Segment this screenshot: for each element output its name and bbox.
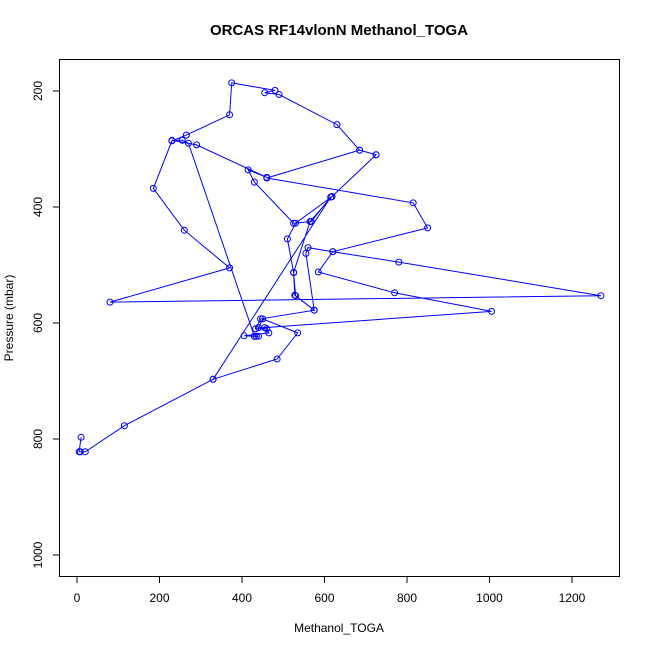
y-tick-label: 800 <box>31 429 45 449</box>
data-point <box>82 449 88 455</box>
data-point <box>274 356 280 362</box>
data-point <box>183 132 189 138</box>
data-point <box>264 174 270 180</box>
data-point <box>291 270 297 276</box>
data-point <box>194 142 200 148</box>
data-point <box>291 220 297 226</box>
data-point <box>245 167 251 173</box>
data-point <box>251 179 257 185</box>
data-point <box>425 225 431 231</box>
data-point <box>311 307 317 313</box>
data-point <box>284 236 290 242</box>
data-point <box>251 333 257 339</box>
data-point <box>392 290 398 296</box>
data-point <box>107 299 113 305</box>
data-point <box>229 80 235 86</box>
data-point <box>305 245 311 251</box>
data-point <box>330 249 336 255</box>
x-tick-label: 200 <box>149 591 169 605</box>
series-line <box>79 83 601 452</box>
data-point <box>227 112 233 118</box>
x-tick-label: 0 <box>74 591 81 605</box>
data-point <box>303 250 309 256</box>
data-point <box>315 269 321 275</box>
y-axis: 200 400 600 800 1000 <box>31 81 60 569</box>
data-point <box>598 293 604 299</box>
data-point <box>334 122 340 128</box>
y-tick-label: 1000 <box>31 541 45 568</box>
data-point <box>181 227 187 233</box>
x-tick-label: 800 <box>397 591 417 605</box>
data-point <box>373 152 379 158</box>
data-point <box>78 434 84 440</box>
data-point <box>227 265 233 271</box>
data-point <box>179 137 185 143</box>
data-point <box>357 147 363 153</box>
x-axis-label: Methanol_TOGA <box>294 621 384 635</box>
data-point <box>241 333 247 339</box>
data-point <box>210 376 216 382</box>
data-point <box>295 330 301 336</box>
y-tick-label: 600 <box>31 313 45 333</box>
x-tick-label: 600 <box>314 591 334 605</box>
data-point <box>396 259 402 265</box>
data-point <box>185 140 191 146</box>
data-point <box>489 308 495 314</box>
chart-title: ORCAS RF14vlonN Methanol_TOGA <box>210 22 468 39</box>
data-point <box>258 316 264 322</box>
series-layer <box>76 80 604 455</box>
y-tick-label: 200 <box>31 81 45 101</box>
data-point <box>169 137 175 143</box>
data-point <box>293 293 299 299</box>
data-point <box>121 423 127 429</box>
plot-area <box>60 60 620 577</box>
y-axis-label: Pressure (mbar) <box>2 275 16 362</box>
x-axis: 0 200 400 600 800 1000 1200 <box>74 577 586 606</box>
x-tick-label: 1200 <box>559 591 586 605</box>
data-point <box>253 326 259 332</box>
data-point <box>262 90 268 96</box>
x-tick-label: 400 <box>232 591 252 605</box>
data-point <box>308 219 314 225</box>
x-tick-label: 1000 <box>476 591 503 605</box>
y-tick-label: 400 <box>31 197 45 217</box>
data-point <box>328 194 334 200</box>
data-point <box>410 200 416 206</box>
data-point <box>150 185 156 191</box>
data-point <box>266 330 272 336</box>
data-point <box>276 92 282 98</box>
